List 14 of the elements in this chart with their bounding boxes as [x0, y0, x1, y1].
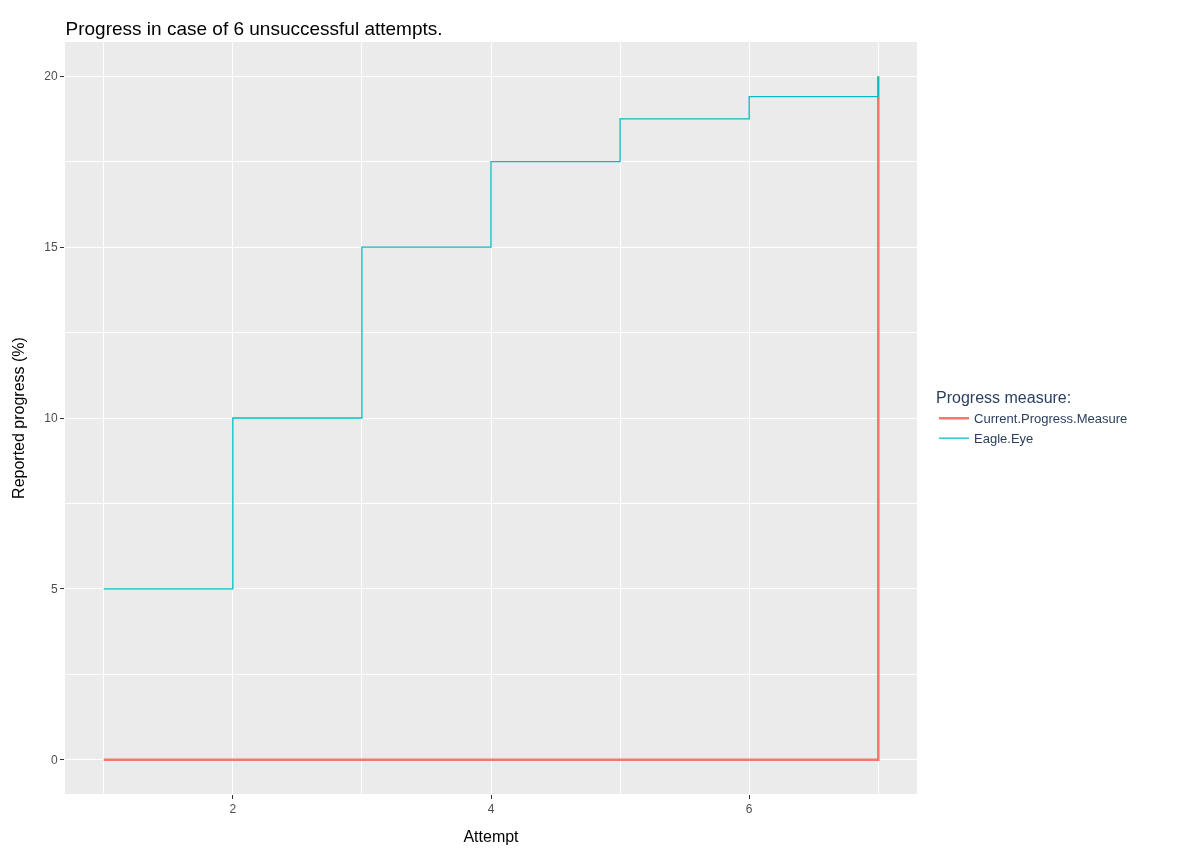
y-tick-label: 5	[50, 582, 58, 597]
x-tick-label: 6	[745, 802, 753, 817]
x-tick-label: 2	[229, 802, 237, 817]
y-tick-label: 15	[44, 240, 58, 255]
y-axis-title: Reported progress (%)	[10, 337, 28, 499]
legend-title: Progress measure:	[936, 389, 1072, 407]
x-axis-title: Attempt	[463, 828, 520, 846]
x-tick-label: 4	[487, 802, 495, 817]
legend-label: Eagle.Eye	[974, 431, 1034, 447]
y-tick-label: 10	[44, 411, 58, 426]
legend-label: Current.Progress.Measure	[974, 411, 1128, 427]
y-tick-label: 20	[44, 69, 58, 84]
y-tick-label: 0	[50, 753, 58, 768]
chart-title: Progress in case of 6 unsuccessful attempts.	[65, 17, 443, 39]
